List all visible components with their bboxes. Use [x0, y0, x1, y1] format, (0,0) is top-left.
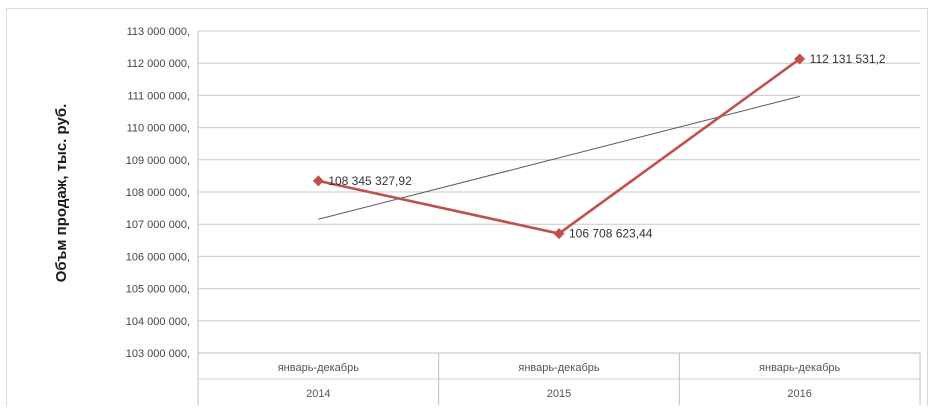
y-tick-label: 112 000 000,: [127, 58, 190, 70]
y-tick-label: 113 000 000,: [127, 26, 190, 38]
trendline: [318, 96, 799, 219]
data-labels: 108 345 327,92 106 708 623,44 112 131 531,…: [328, 52, 886, 241]
y-tick-label: 109 000 000,: [126, 155, 190, 167]
y-tick-label: 111 000 000,: [127, 90, 190, 102]
y-tick-label: 106 000 000,: [126, 251, 190, 263]
category-year-label: 2014: [306, 388, 330, 400]
category-label: январь-декабрь: [278, 362, 360, 374]
y-axis-title: Объм продаж, тыс. руб.: [53, 104, 70, 283]
data-label: 106 708 623,44: [569, 227, 653, 241]
category-year-label: 2016: [787, 388, 811, 400]
series-layer: [313, 53, 805, 239]
y-tick-label: 104 000 000,: [126, 316, 190, 328]
category-label: январь-декабрь: [759, 362, 841, 374]
y-tick-label: 105 000 000,: [126, 284, 190, 296]
data-label: 112 131 531,2: [810, 52, 886, 66]
y-tick-label: 103 000 000,: [126, 348, 190, 360]
y-tick-label: 108 000 000,: [126, 187, 190, 199]
data-point-marker: [313, 175, 324, 186]
category-year-label: 2015: [547, 388, 571, 400]
gridlines: [198, 31, 920, 405]
x-axis-categories: январь-декабрь 2014 январь-декабрь 2015 янва…: [198, 353, 920, 405]
y-tick-label: 107 000 000,: [126, 219, 190, 231]
series-line: [318, 59, 799, 234]
trendline-layer: [318, 96, 799, 219]
data-label: 108 345 327,92: [328, 174, 412, 188]
y-tick-label: 110 000 000,: [127, 123, 190, 135]
y-axis-tick-labels: 103 000 000, 104 000 000, 105 000 000, 106 …: [126, 26, 190, 360]
category-label: январь-декабрь: [518, 362, 600, 374]
